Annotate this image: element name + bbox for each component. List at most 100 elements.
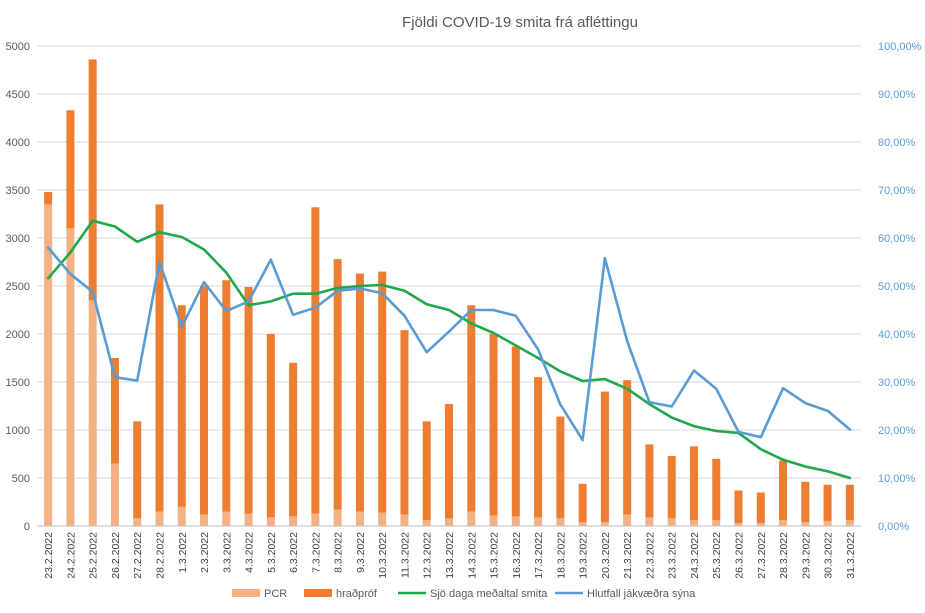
legend-swatch (232, 589, 260, 597)
x-tick-label: 21.3.2022 (622, 532, 634, 579)
bar-pcr (378, 512, 387, 526)
y-right-tick-label: 30,00% (878, 377, 916, 389)
bar-pcr (333, 509, 342, 526)
series-lines (46, 219, 852, 480)
bar-pcr (133, 518, 142, 526)
bar-pcr (44, 204, 53, 526)
legend-label: Hlutfall jákvæðra sýna (587, 588, 696, 600)
bar-hradprof (133, 421, 142, 519)
y-left-tick-label: 0 (24, 521, 30, 533)
legend-swatch (304, 589, 332, 597)
bar-hradprof (556, 416, 565, 519)
bar-hradprof (534, 377, 543, 518)
bar-hradprof (266, 334, 275, 518)
bar-pcr (511, 516, 520, 526)
x-tick-label: 30.3.2022 (823, 532, 835, 579)
bar-hradprof (155, 204, 164, 512)
bar-hradprof (88, 59, 97, 301)
x-tick-label: 27.3.2022 (756, 532, 768, 579)
y-left-tick-label: 4000 (6, 137, 30, 149)
y-right-tick-label: 100,00% (878, 41, 922, 53)
bar-hradprof (445, 404, 453, 519)
x-tick-label: 25.2.2022 (88, 532, 100, 579)
x-tick-label: 13.3.2022 (444, 532, 456, 579)
bar-pcr (689, 520, 698, 526)
bar-pcr (489, 515, 498, 526)
y-right-tick-label: 50,00% (878, 281, 916, 293)
bar-pcr (400, 514, 409, 526)
bar-hradprof (289, 362, 298, 517)
x-tick-label: 11.3.2022 (399, 532, 411, 578)
y-right-tick-label: 80,00% (878, 137, 916, 149)
bars (44, 59, 854, 526)
legend-label: PCR (264, 588, 287, 600)
bar-pcr (756, 523, 765, 526)
bar-pcr (200, 514, 209, 526)
bar-pcr (66, 228, 75, 526)
x-tick-label: 25.3.2022 (711, 532, 723, 579)
bar-pcr (467, 511, 476, 526)
x-tick-label: 18.3.2022 (555, 532, 567, 579)
x-tick-label: 27.2.2022 (132, 532, 144, 579)
bar-hradprof (110, 358, 119, 464)
bar-pcr (266, 517, 275, 526)
bar-pcr (845, 520, 854, 526)
x-tick-label: 5.3.2022 (266, 532, 278, 573)
bar-pcr (88, 300, 97, 526)
y-right-tick-label: 70,00% (878, 185, 916, 197)
bar-hradprof (244, 286, 253, 514)
y-right-tick-label: 20,00% (878, 425, 916, 437)
bar-pcr (600, 522, 609, 526)
bar-hradprof (845, 484, 854, 521)
bar-pcr (534, 517, 543, 526)
x-tick-label: 26.2.2022 (110, 532, 122, 579)
gridlines (37, 45, 861, 527)
bar-hradprof (712, 458, 721, 521)
axes: 0 500 1000 1500 2000 2500 3000 3500 4000 4500 5000… (6, 41, 922, 579)
bar-hradprof (645, 444, 654, 518)
y-right-tick-label: 90,00% (878, 89, 916, 101)
y-right-tick-label: 0,00% (878, 521, 909, 533)
y-left-tick-label: 3000 (6, 233, 30, 245)
x-tick-label: 23.3.2022 (667, 532, 679, 579)
y-left-tick-label: 4500 (6, 89, 30, 101)
bar-hradprof (422, 421, 431, 521)
bar-hradprof (689, 446, 698, 521)
x-tick-label: 29.3.2022 (800, 532, 812, 579)
x-tick-label: 15.3.2022 (489, 532, 501, 579)
y-left-tick-label: 500 (12, 473, 30, 485)
bar-pcr (311, 513, 320, 526)
bar-pcr (734, 523, 743, 526)
x-tick-label: 8.3.2022 (333, 532, 345, 573)
bar-pcr (712, 520, 721, 526)
x-tick-label: 26.3.2022 (734, 532, 746, 579)
bar-hradprof (378, 271, 387, 513)
bar-pcr (155, 511, 164, 526)
bar-pcr (556, 518, 565, 526)
y-left-tick-label: 5000 (6, 41, 30, 53)
x-tick-label: 24.2.2022 (65, 532, 77, 579)
bar-hradprof (489, 334, 498, 516)
x-tick-label: 28.3.2022 (778, 532, 790, 579)
x-tick-label: 16.3.2022 (511, 532, 523, 579)
bar-hradprof (44, 191, 53, 205)
bar-pcr (578, 522, 587, 526)
bar-hradprof (779, 460, 788, 521)
y-left-tick-label: 3500 (6, 185, 30, 197)
bar-pcr (177, 506, 186, 526)
x-tick-label: 3.3.2022 (221, 532, 233, 573)
bar-hradprof (511, 346, 520, 517)
x-tick-label: 12.3.2022 (422, 532, 434, 579)
bar-pcr (667, 518, 676, 526)
line-hlutfall-jakvaedra (46, 246, 852, 442)
x-tick-label: 19.3.2022 (578, 532, 590, 579)
bar-hradprof (823, 484, 832, 522)
bar-hradprof (578, 483, 587, 523)
y-left-tick-label: 1500 (6, 377, 30, 389)
bar-hradprof (600, 391, 609, 523)
bar-hradprof (311, 207, 320, 514)
bar-hradprof (355, 273, 364, 512)
x-tick-label: 14.3.2022 (466, 532, 478, 579)
bar-hradprof (801, 481, 810, 523)
x-tick-label: 20.3.2022 (600, 532, 612, 579)
